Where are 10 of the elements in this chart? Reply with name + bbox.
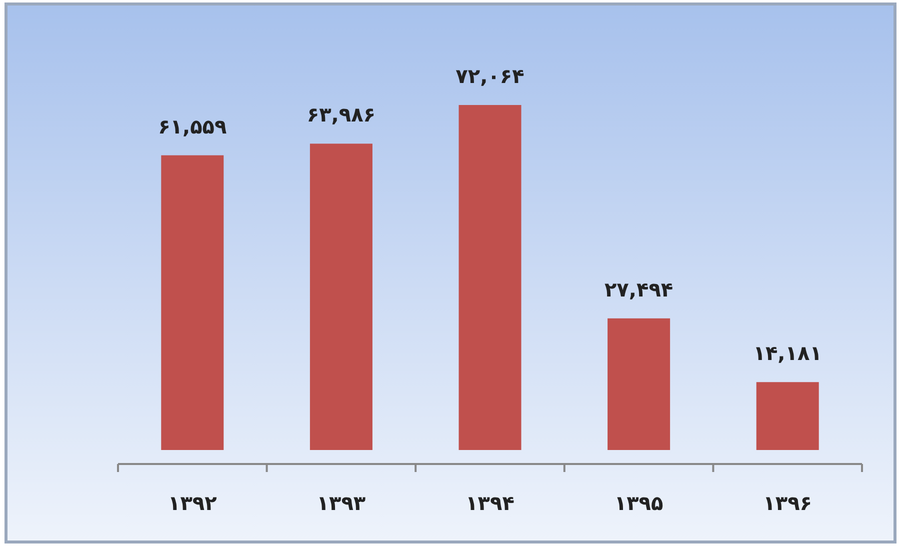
x-tick-label: ۱۳۹۴ <box>466 491 514 515</box>
data-label: ۶۱,۵۵۹ <box>158 114 227 138</box>
data-label: ۲۷,۴۹۴ <box>604 277 674 302</box>
x-tick-label: ۱۳۹۲ <box>168 491 217 515</box>
data-label: ۶۳,۹۸۶ <box>306 102 376 127</box>
x-tick-label: ۱۳۹۵ <box>614 491 664 515</box>
data-label: ۱۴,۱۸۱ <box>753 341 822 366</box>
data-label: ۷۲,۰۶۴ <box>456 64 524 88</box>
x-tick-label: ۱۳۹۶ <box>763 491 812 515</box>
x-tick-label: ۱۳۹۳ <box>316 491 366 515</box>
